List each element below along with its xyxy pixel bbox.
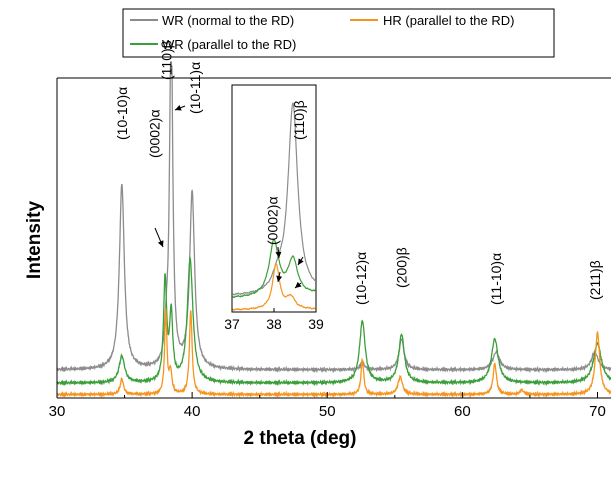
series-line-wr_normal [56, 65, 611, 374]
series-line-wr_parallel [56, 255, 611, 387]
inset-arrow-3-head [298, 258, 304, 265]
legend: WR (normal to the RD) HR (parallel to the… [122, 8, 555, 58]
arrow-0002-head [157, 240, 164, 247]
series-layer [56, 65, 611, 399]
legend-box [122, 8, 555, 58]
peak-label: (10-11)α [187, 62, 203, 114]
peak-label: (0002)α [146, 109, 162, 158]
peak-label: (10-12)α [353, 252, 369, 305]
peak-label: (211)β [587, 260, 603, 300]
arrow-110-head [175, 104, 182, 111]
inset-series-hr_parallel [231, 262, 316, 311]
x-tick-label: 50 [319, 403, 336, 420]
legend-label-hr_parallel: HR (parallel to the RD) [383, 13, 515, 28]
inset-x-tick-label: 39 [308, 316, 324, 332]
peak-label: (10-10)α [114, 87, 130, 140]
inset-arrow-2-head [276, 275, 283, 282]
inset-plot: 37 38 39 (0002)α (110)β [224, 84, 324, 332]
x-tick-label: 70 [589, 403, 606, 420]
inset-x-tick-label: 38 [266, 316, 282, 332]
peak-label: (11-10)α [488, 253, 504, 305]
inset-arrow-1-head [275, 251, 282, 258]
series-line-hr_parallel [56, 306, 611, 399]
x-tick-label: 60 [454, 403, 471, 420]
y-axis-title: Intensity [24, 201, 45, 280]
peak-label: (200)β [394, 247, 410, 288]
plot-frame [56, 77, 611, 399]
legend-label-wr_parallel: WR (parallel to the RD) [162, 37, 296, 52]
legend-label-wr_normal: WR (normal to the RD) [162, 13, 294, 28]
inset-series-wr_parallel [231, 238, 316, 299]
axes: 30 40 50 60 70 2 theta (deg) Intensity [24, 201, 606, 449]
x-tick-label: 30 [49, 403, 66, 420]
x-axis-title: 2 theta (deg) [244, 428, 357, 449]
inset-arrow-4-head [295, 281, 302, 288]
inset-x-tick-label: 37 [224, 316, 240, 332]
peak-label: (110)β [158, 40, 174, 80]
peak-labels: (10-10)α (110)β (0002)α (10-11)α (10-12)α (20… [114, 40, 603, 305]
x-tick-label: 40 [184, 403, 201, 420]
inset-peak-label: (110)β [291, 100, 307, 140]
inset-peak-label: (0002)α [265, 196, 281, 245]
